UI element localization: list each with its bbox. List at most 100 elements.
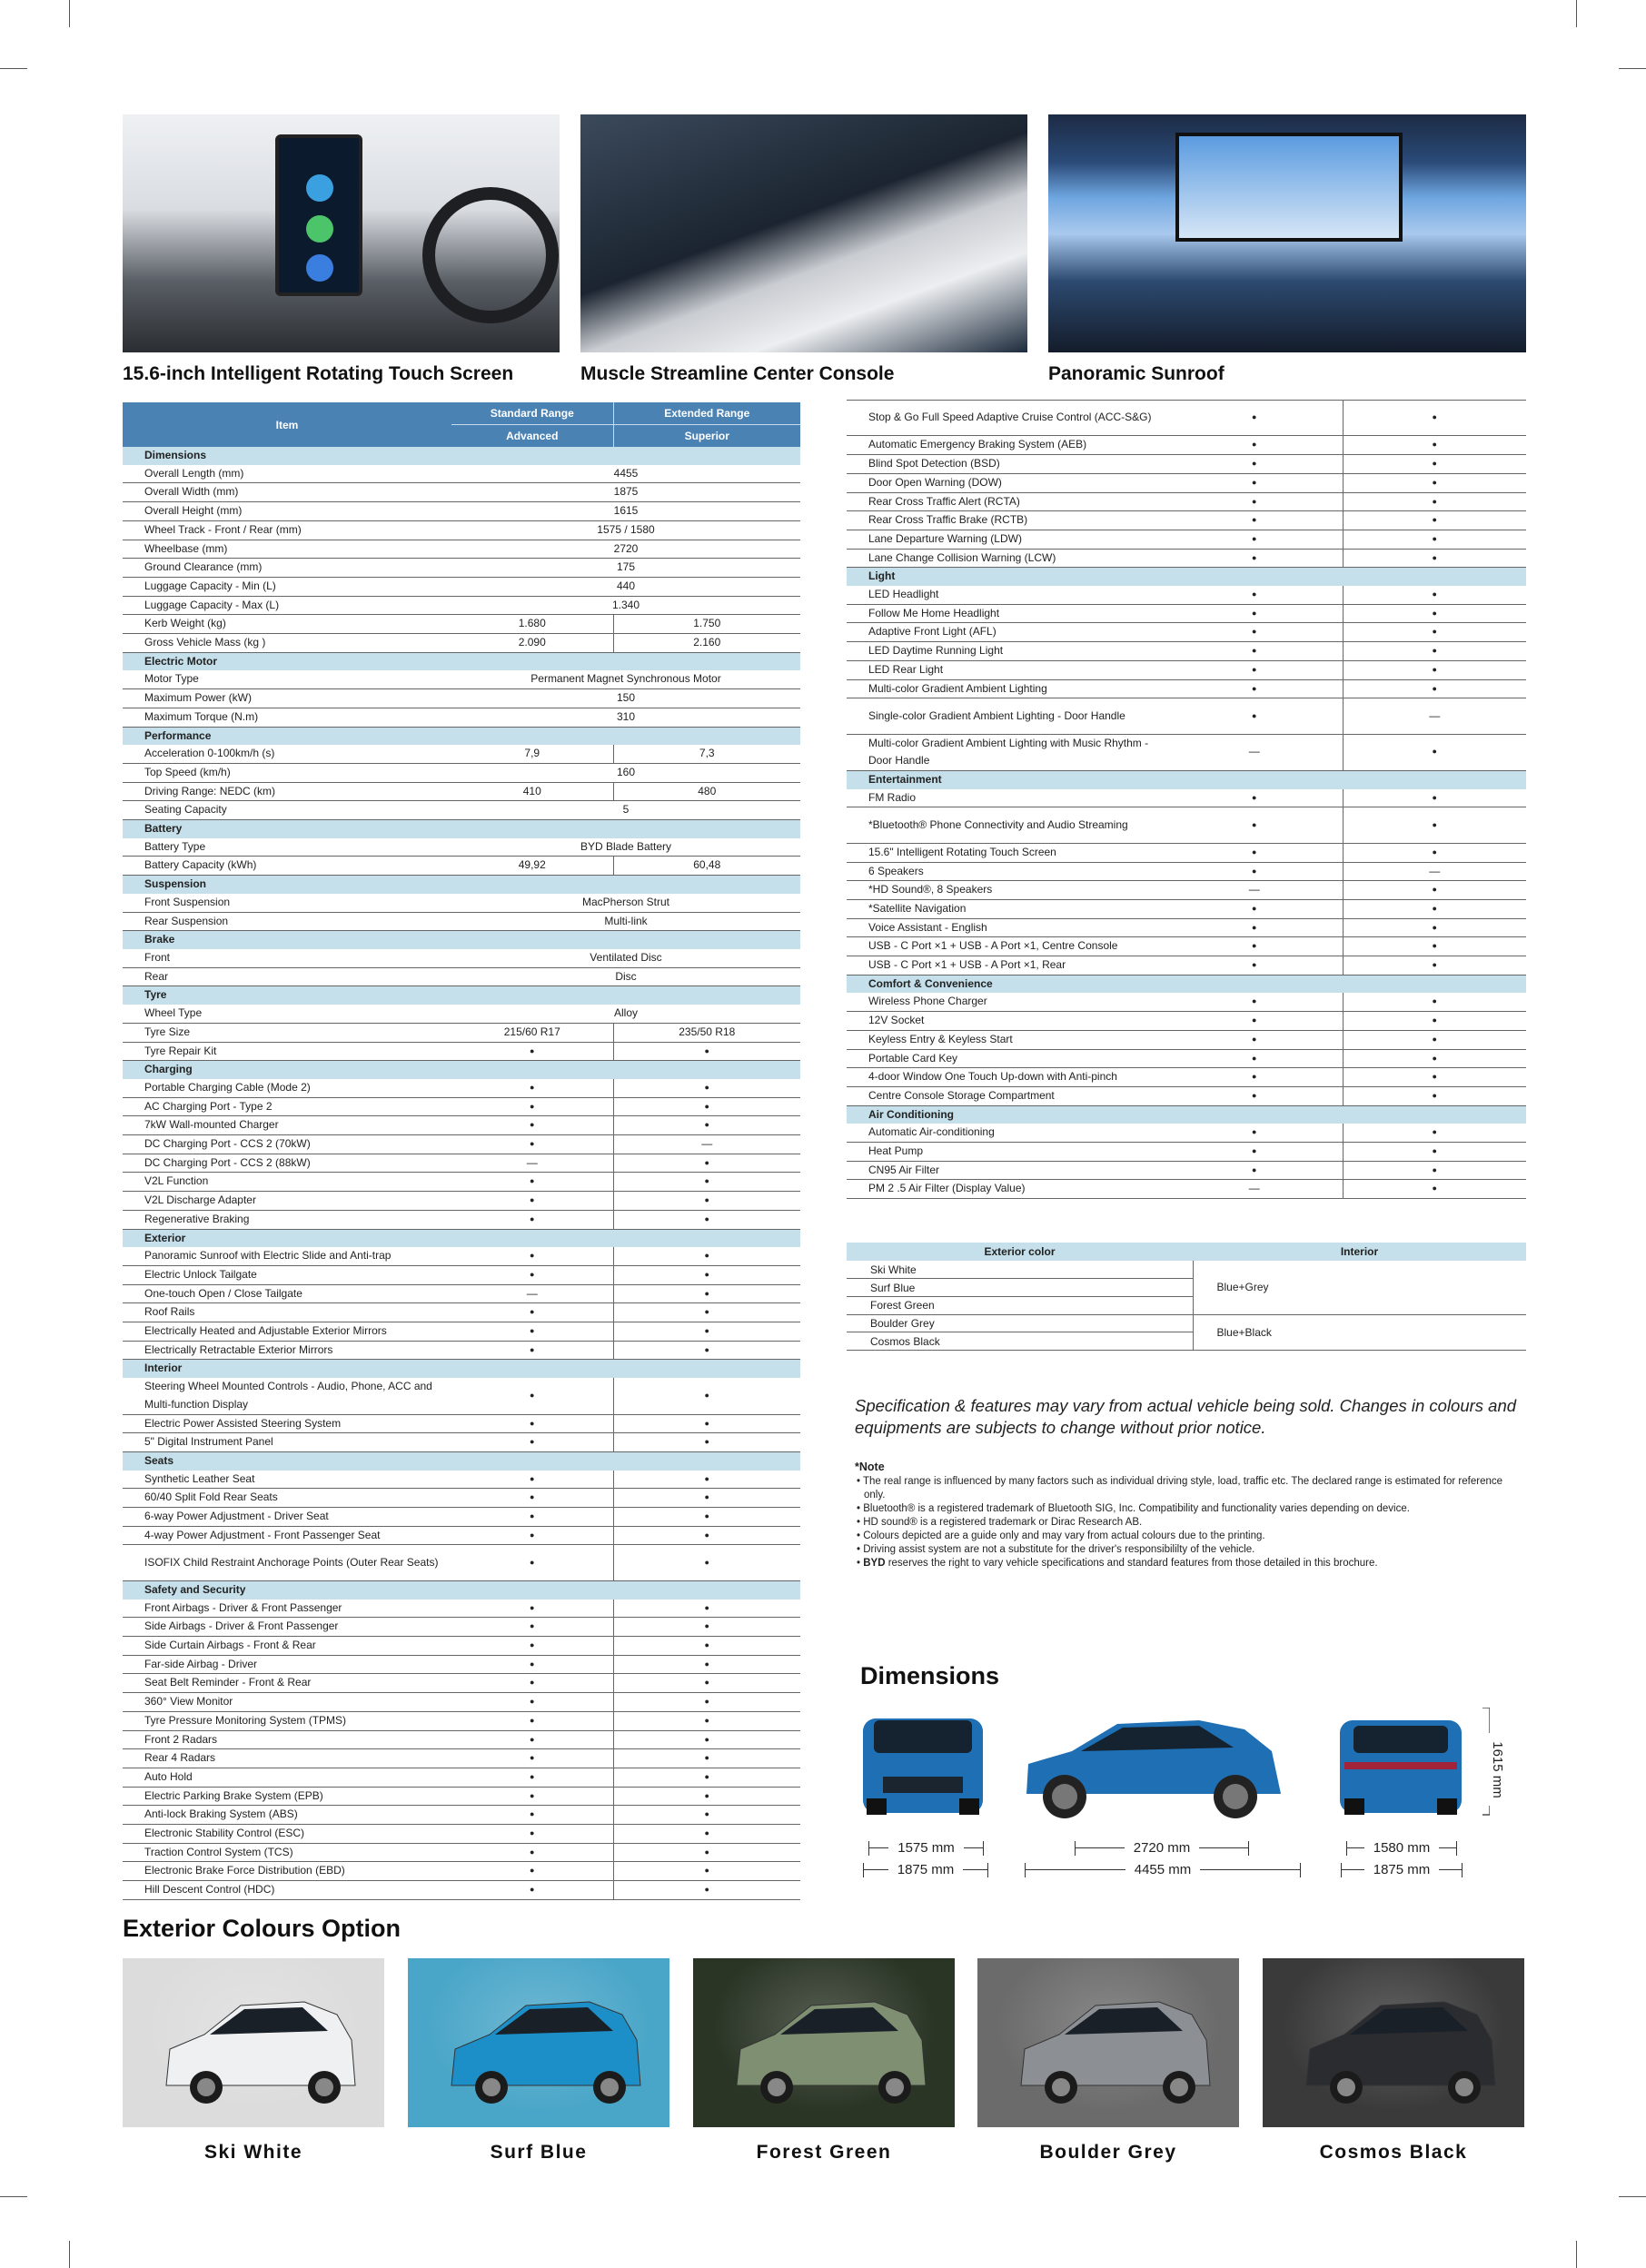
section-title: Tyre <box>123 985 800 1005</box>
wheelbase-dimension: 2720 mm <box>1075 1840 1249 1856</box>
car-rear-view <box>1340 1720 1462 1815</box>
table-row: Kerb Weight (kg) 1.680 1.750 <box>123 614 800 635</box>
value-advanced: ● <box>1166 435 1343 456</box>
row-label: Wireless Phone Charger <box>847 993 1166 1013</box>
value-advanced: ● <box>451 1078 613 1098</box>
row-value: Ventilated Disc <box>451 948 800 968</box>
table-row: Front Ventilated Disc <box>123 948 800 968</box>
header-interior: Interior <box>1193 1243 1526 1261</box>
table-row: Multi-color Gradient Ambient Lighting wi… <box>847 734 1526 772</box>
value-advanced: ● <box>451 1302 613 1323</box>
value-advanced: ● <box>1166 492 1343 512</box>
table-row: Rear Suspension Multi-link <box>123 912 800 932</box>
value-advanced: ● <box>1166 549 1343 569</box>
touch-screen-photo <box>123 114 560 352</box>
feature-caption: Panoramic Sunroof <box>1048 363 1225 384</box>
table-row: CN95 Air Filter ● ● <box>847 1161 1526 1181</box>
table-row: Electronic Brake Force Distribution (EBD… <box>123 1861 800 1882</box>
row-label: Front 2 Radars <box>123 1730 451 1750</box>
value-advanced: ● <box>1166 510 1343 530</box>
value-advanced: ● <box>1166 622 1343 643</box>
colour-option-label: Boulder Grey <box>1039 2142 1177 2163</box>
value-superior: ● <box>612 1414 800 1434</box>
value-advanced: ● <box>451 1341 613 1361</box>
value-superior: — <box>1342 698 1526 735</box>
table-row: Keyless Entry & Keyless Start ● ● <box>847 1030 1526 1050</box>
row-label: *Satellite Navigation <box>847 899 1166 919</box>
value-superior: ● <box>1342 510 1526 530</box>
section-title: Safety and Security <box>123 1580 800 1599</box>
value-superior: ● <box>1342 604 1526 624</box>
crop-mark <box>0 68 27 69</box>
crop-mark <box>1576 2241 1577 2268</box>
value-advanced: ● <box>451 1599 613 1619</box>
row-label: Panoramic Sunroof with Electric Slide an… <box>123 1247 451 1266</box>
section-row: Entertainment <box>847 770 1526 789</box>
value-superior: 480 <box>612 782 800 802</box>
row-label: Maximum Torque (N.m) <box>123 708 451 728</box>
row-label: Wheel Track - Front / Rear (mm) <box>123 520 451 540</box>
row-value: 175 <box>451 558 800 578</box>
exterior-colours-title: Exterior Colours Option <box>123 1915 402 1942</box>
row-label: Steering Wheel Mounted Controls - Audio,… <box>123 1378 451 1415</box>
section-title: Dimensions <box>123 447 800 465</box>
value-superior: ● <box>1342 993 1526 1013</box>
row-label: Side Airbags - Driver & Front Passenger <box>123 1617 451 1637</box>
value-advanced: ● <box>451 1526 613 1546</box>
section-row: Comfort & Convenience <box>847 975 1526 994</box>
value-superior: ● <box>1342 1030 1526 1050</box>
table-row: Steering Wheel Mounted Controls - Audio,… <box>123 1378 800 1415</box>
value-advanced: 7,9 <box>451 745 613 764</box>
table-row: Stop & Go Full Speed Adaptive Cruise Con… <box>847 400 1526 437</box>
value-superior: ● <box>612 1861 800 1882</box>
row-label: Multi-color Gradient Ambient Lighting wi… <box>847 734 1166 772</box>
value-superior: ● <box>612 1154 800 1174</box>
row-value: 1615 <box>451 501 800 521</box>
note-item: • Colours depicted are a guide only and … <box>857 1530 1265 1541</box>
value-advanced: ● <box>451 1507 613 1527</box>
table-row: 7kW Wall-mounted Charger ● ● <box>123 1115 800 1136</box>
section-title: Exterior <box>123 1229 800 1248</box>
row-label: Rear <box>123 967 451 987</box>
header-superior: Superior <box>612 424 800 447</box>
value-advanced: ● <box>1166 586 1343 605</box>
table-row: Front Suspension MacPherson Strut <box>123 893 800 913</box>
row-value: 2720 <box>451 540 800 560</box>
value-advanced: 215/60 R17 <box>451 1023 613 1043</box>
spec-table-left: Item Standard Range Extended Range Advan… <box>123 402 800 1900</box>
row-label: Front Airbags - Driver & Front Passenger <box>123 1599 451 1619</box>
row-label: Portable Charging Cable (Mode 2) <box>123 1078 451 1098</box>
table-row: Side Curtain Airbags - Front & Rear ● ● <box>123 1636 800 1656</box>
value-advanced: ● <box>451 1134 613 1154</box>
header-advanced: Advanced <box>451 424 613 447</box>
value-advanced: ● <box>1166 1049 1343 1069</box>
row-label: *Bluetooth® Phone Connectivity and Audio… <box>847 807 1166 844</box>
row-value: 5 <box>451 800 800 821</box>
value-superior: ● <box>612 1768 800 1788</box>
table-row: FM Radio ● ● <box>847 788 1526 808</box>
table-row: Portable Charging Cable (Mode 2) ● ● <box>123 1078 800 1098</box>
row-label: Centre Console Storage Compartment <box>847 1086 1166 1106</box>
value-advanced: ● <box>1166 899 1343 919</box>
row-label: *HD Sound®, 8 Speakers <box>847 880 1166 900</box>
value-advanced: ● <box>1166 843 1343 863</box>
value-superior: ● <box>612 1824 800 1844</box>
row-label: Automatic Air-conditioning <box>847 1124 1166 1144</box>
section-title: Charging <box>123 1060 800 1079</box>
notes-title: *Note <box>855 1461 885 1473</box>
table-row: Electric Power Assisted Steering System ●… <box>123 1414 800 1434</box>
table-row: LED Rear Light ● ● <box>847 660 1526 680</box>
value-advanced: — <box>1166 880 1343 900</box>
row-label: DC Charging Port - CCS 2 (88kW) <box>123 1154 451 1174</box>
row-label: LED Daytime Running Light <box>847 641 1166 661</box>
row-label: Wheel Type <box>123 1005 451 1024</box>
section-title: Battery <box>123 819 800 838</box>
value-advanced: ● <box>1166 1011 1343 1031</box>
table-row: 4-way Power Adjustment - Front Passenger… <box>123 1526 800 1546</box>
row-label: Stop & Go Full Speed Adaptive Cruise Con… <box>847 400 1166 437</box>
value-superior: ● <box>612 1655 800 1675</box>
row-label: Motor Type <box>123 670 451 690</box>
row-label: Anti-lock Braking System (ABS) <box>123 1805 451 1826</box>
table-row: Auto Hold ● ● <box>123 1768 800 1788</box>
colour-swatch-image <box>693 1958 955 2127</box>
